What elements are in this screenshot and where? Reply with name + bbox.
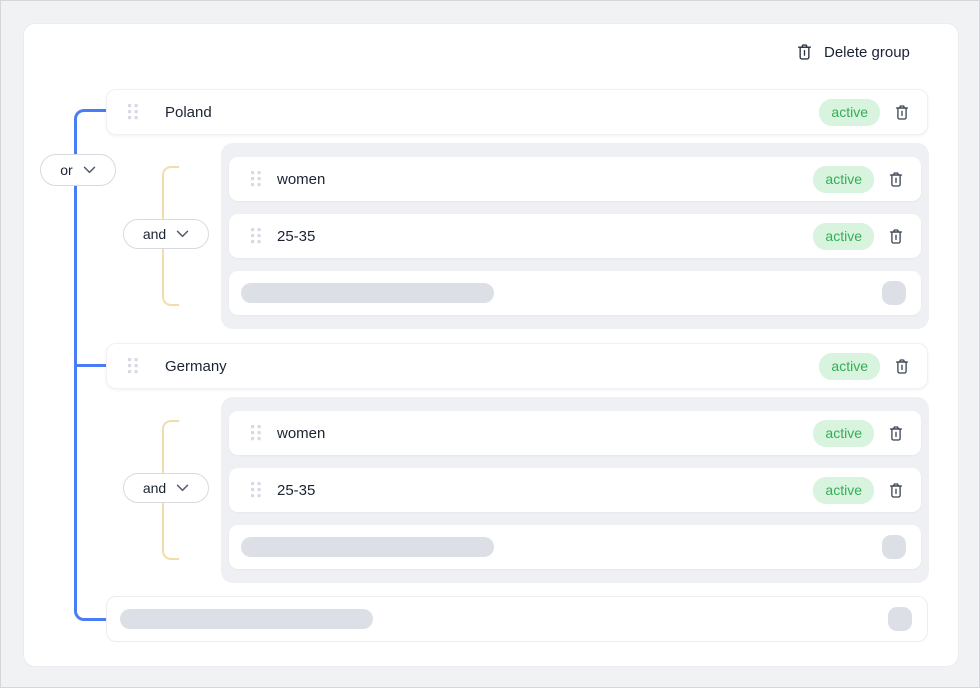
skeleton-bar (241, 537, 494, 557)
status-badge: active (813, 419, 874, 447)
condition-row-25-35[interactable]: 25-35 active (229, 468, 921, 512)
root-operator-dropdown[interactable]: or (40, 154, 116, 186)
group-row-germany[interactable]: Germany active (106, 343, 928, 389)
or-connector-branch (77, 364, 106, 367)
condition-label: women (277, 170, 326, 188)
trash-icon (888, 482, 904, 499)
condition-label: 25-35 (277, 481, 316, 499)
drag-handle-icon[interactable] (251, 482, 262, 498)
trash-icon (894, 358, 910, 375)
condition-row-women[interactable]: women active (229, 411, 921, 455)
trash-icon (888, 228, 904, 245)
delete-group-button[interactable]: Delete group (796, 43, 910, 61)
delete-group-label: Delete group (824, 43, 910, 61)
skeleton-bar (120, 609, 373, 629)
status-badge: active (813, 165, 874, 193)
skeleton-dot (882, 535, 906, 559)
drag-handle-icon[interactable] (251, 228, 262, 244)
group-conditions-poland: women active 25-35 (221, 143, 929, 329)
chevron-down-icon (83, 166, 96, 174)
status-badge: active (819, 98, 880, 126)
status-badge: active (813, 476, 874, 504)
condition-label: 25-35 (277, 227, 316, 245)
trash-icon (894, 104, 910, 121)
group-label: Germany (165, 357, 227, 375)
trash-icon (888, 171, 904, 188)
root-operator-value: or (60, 162, 73, 178)
or-connector-line (74, 109, 106, 621)
delete-row-button[interactable] (887, 227, 905, 246)
condition-label: women (277, 424, 326, 442)
status-badge: active (813, 222, 874, 250)
drag-handle-icon[interactable] (251, 171, 262, 187)
status-badge: active (819, 352, 880, 380)
group-operator-value: and (142, 480, 167, 496)
trash-icon (796, 43, 813, 61)
group-operator-dropdown-poland[interactable]: and (123, 219, 209, 249)
group-row-poland[interactable]: Poland active (106, 89, 928, 135)
trash-icon (888, 425, 904, 442)
condition-row-25-35[interactable]: 25-35 active (229, 214, 921, 258)
delete-row-button[interactable] (887, 424, 905, 443)
skeleton-dot (882, 281, 906, 305)
drag-handle-icon[interactable] (251, 425, 262, 441)
delete-row-button[interactable] (893, 357, 911, 376)
group-conditions-germany: women active 25-35 (221, 397, 929, 583)
drag-handle-icon[interactable] (128, 358, 139, 374)
condition-row-women[interactable]: women active (229, 157, 921, 201)
delete-row-button[interactable] (887, 481, 905, 500)
drag-handle-icon[interactable] (128, 104, 139, 120)
group-operator-value: and (142, 226, 167, 242)
skeleton-group-row (106, 596, 928, 642)
group-operator-dropdown-germany[interactable]: and (123, 473, 209, 503)
group-label: Poland (165, 103, 212, 121)
chevron-down-icon (176, 484, 189, 492)
skeleton-dot (888, 607, 912, 631)
chevron-down-icon (176, 230, 189, 238)
skeleton-bar (241, 283, 494, 303)
delete-row-button[interactable] (887, 170, 905, 189)
skeleton-condition-row (229, 525, 921, 569)
skeleton-condition-row (229, 271, 921, 315)
delete-row-button[interactable] (893, 103, 911, 122)
